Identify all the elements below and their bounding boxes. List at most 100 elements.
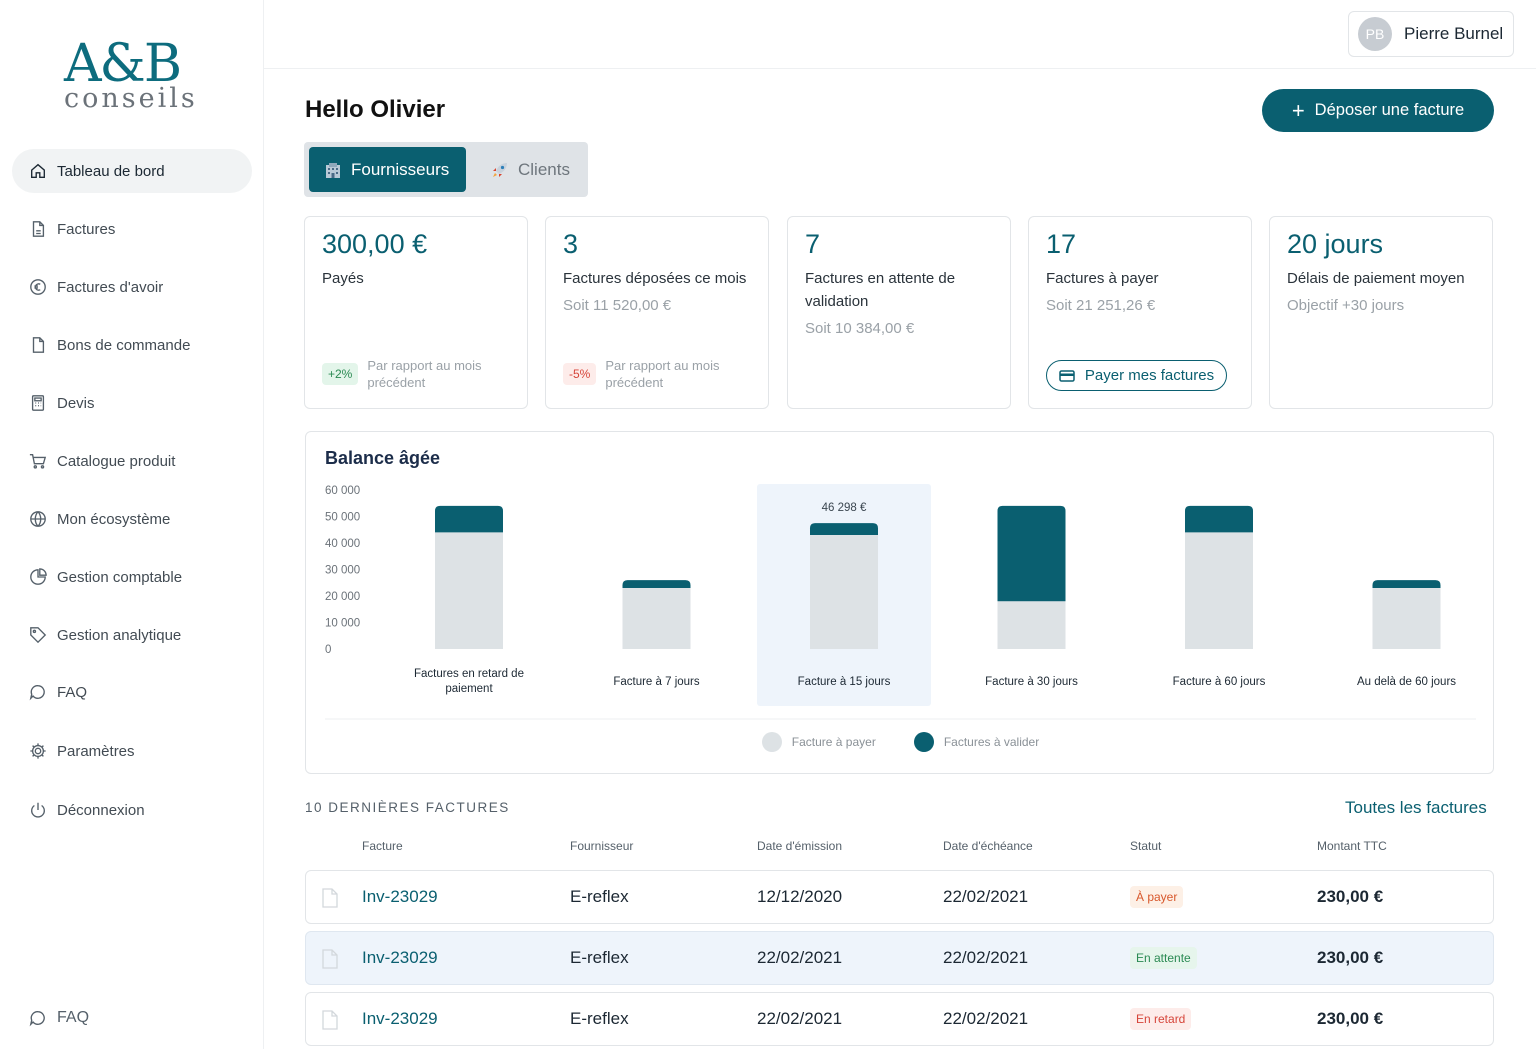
sidebar-item-faq[interactable]: FAQ: [12, 670, 252, 714]
invoice-icon: [29, 220, 47, 238]
chart-canvas: 60 000 50 000 40 000 30 000 20 000 10 000 0 Fac…: [325, 484, 1476, 720]
legend-swatch: [913, 732, 934, 752]
column-header-invoice[interactable]: Facture: [362, 839, 403, 853]
trend-badge: -5%: [563, 363, 597, 385]
supplier-name: E-reflex: [570, 1009, 629, 1028]
tab-clients[interactable]: Clients: [476, 147, 584, 192]
table-row[interactable]: Inv-23029 E-reflex 12/12/2020 22/02/2021…: [305, 870, 1494, 924]
x-category-label: Facture à 7 jours: [613, 676, 700, 688]
sidebar-item-ecosystem[interactable]: Mon écosystème: [12, 497, 252, 541]
amount: 230,00 €: [1317, 887, 1384, 906]
sidebar-item-label: FAQ: [57, 683, 88, 701]
sidebar-item-label: Tableau de bord: [57, 162, 165, 180]
kpi-sub: Soit 11 520,00 €: [563, 297, 672, 314]
bar-to-pay: [810, 535, 878, 649]
sidebar-item-catalog[interactable]: Catalogue produit: [12, 439, 252, 483]
kpi-label: Délais de paiement moyen: [1287, 270, 1465, 287]
column-header-due-date[interactable]: Date d'échéance: [943, 839, 1033, 853]
sidebar-item-credit-notes[interactable]: Factures d'avoir: [12, 265, 252, 309]
gear-icon: [29, 742, 47, 760]
sidebar-item-analytics[interactable]: Gestion analytique: [12, 613, 252, 657]
company-logo[interactable]: A&B conseils: [64, 38, 204, 112]
bar-to-validate: [810, 523, 878, 536]
rocket-icon: [490, 160, 510, 180]
upload-invoice-button[interactable]: + Déposer une facture: [1262, 89, 1494, 132]
power-icon: [29, 801, 47, 819]
pay-invoices-button[interactable]: Payer mes factures: [1046, 360, 1227, 391]
kpi-card-deposited: 3 Factures déposées ce mois Soit 11 520,…: [545, 216, 769, 409]
kpi-label: Factures déposées ce mois: [563, 270, 747, 287]
table-row[interactable]: Inv-23029 E-reflex 22/02/2021 22/02/2021…: [305, 931, 1494, 985]
kpi-label: Factures en attente de validation: [805, 270, 956, 310]
sidebar-item-quotes[interactable]: Devis: [12, 381, 252, 425]
due-date: 22/02/2021: [943, 948, 1029, 967]
kpi-trend: -5% Par rapport au mois précédent: [563, 357, 735, 391]
y-tick-label: 20 000: [325, 591, 360, 603]
sidebar-item-logout[interactable]: Déconnexion: [12, 788, 252, 832]
building-icon: [323, 160, 343, 180]
column-header-supplier[interactable]: Fournisseur: [570, 839, 634, 853]
file-icon: [322, 888, 338, 908]
issue-date: 22/02/2021: [757, 1009, 843, 1028]
issue-date: 12/12/2020: [757, 887, 843, 906]
cart-icon: [29, 452, 47, 470]
amount: 230,00 €: [1317, 948, 1384, 967]
sidebar-item-label: Déconnexion: [57, 801, 145, 819]
pie-chart-icon: [29, 568, 47, 586]
sidebar-item-label: Factures: [57, 220, 116, 238]
bar-to-pay: [622, 588, 691, 649]
x-category-label: Au delà de 60 jours: [1357, 676, 1456, 688]
column-header-issue-date[interactable]: Date d'émission: [757, 839, 842, 853]
kpi-value: 3: [563, 229, 579, 259]
y-tick-label: 60 000: [325, 485, 360, 497]
trend-text: Par rapport au mois précédent: [367, 358, 482, 390]
avatar: PB: [1358, 17, 1392, 51]
trend-badge: +2%: [322, 363, 359, 385]
bar-to-validate: [997, 505, 1066, 602]
tab-suppliers[interactable]: Fournisseurs: [309, 147, 466, 192]
tab-suppliers-label: Fournisseurs: [351, 159, 450, 179]
sidebar-item-purchase-orders[interactable]: Bons de commande: [12, 323, 252, 367]
invoice-id[interactable]: Inv-23029: [362, 887, 438, 906]
sidebar-item-label: Gestion analytique: [57, 626, 182, 644]
x-category-label: paiement: [445, 683, 493, 695]
x-category-label: Facture à 60 jours: [1173, 676, 1266, 688]
invoice-id[interactable]: Inv-23029: [362, 948, 438, 967]
kpi-card-to-pay: 17 Factures à payer Soit 21 251,26 € Pay…: [1028, 216, 1252, 409]
home-icon: [29, 162, 47, 180]
sidebar-footer-faq[interactable]: FAQ: [12, 996, 252, 1040]
status-badge: En attente: [1130, 947, 1197, 969]
due-date: 22/02/2021: [943, 887, 1029, 906]
kpi-label: Factures à payer: [1046, 270, 1159, 287]
bar-to-validate: [622, 580, 691, 589]
kpi-sub: Soit 10 384,00 €: [805, 320, 915, 337]
legend-swatch: [761, 732, 782, 752]
sidebar-item-label: Gestion comptable: [57, 568, 183, 586]
document-icon: [29, 336, 47, 354]
bar-to-validate: [1372, 580, 1441, 589]
sidebar-item-invoices[interactable]: Factures: [12, 207, 252, 251]
all-invoices-link[interactable]: Toutes les factures: [1345, 798, 1487, 817]
pay-invoices-label: Payer mes factures: [1084, 367, 1215, 384]
user-menu[interactable]: PB Pierre Burnel: [1348, 11, 1514, 57]
sidebar: A&B conseils Tableau de bord Factures Fa…: [0, 0, 264, 1049]
column-header-status[interactable]: Statut: [1130, 839, 1162, 853]
sidebar-item-accounting[interactable]: Gestion comptable: [12, 555, 252, 599]
x-category-label: Facture à 30 jours: [985, 676, 1078, 688]
kpi-value: 20 jours: [1287, 229, 1384, 259]
kpi-value: 7: [805, 229, 821, 259]
column-header-amount[interactable]: Montant TTC: [1317, 839, 1387, 853]
invoice-id[interactable]: Inv-23029: [362, 1009, 438, 1028]
legend-item-to-validate[interactable]: Factures à valider: [913, 732, 1039, 752]
kpi-card-payment-delay: 20 jours Délais de paiement moyen Object…: [1269, 216, 1493, 409]
table-row[interactable]: Inv-23029 E-reflex 22/02/2021 22/02/2021…: [305, 992, 1494, 1046]
status-badge: À payer: [1130, 886, 1184, 908]
sidebar-item-settings[interactable]: Paramètres: [12, 729, 252, 773]
upload-invoice-label: Déposer une facture: [1314, 101, 1465, 119]
legend-item-to-pay[interactable]: Facture à payer: [761, 732, 876, 752]
kpi-value: 17: [1046, 229, 1077, 259]
sidebar-item-dashboard[interactable]: Tableau de bord: [12, 149, 252, 193]
bar-to-pay: [1372, 588, 1441, 649]
bar-to-pay: [1185, 532, 1253, 649]
bar-to-validate: [435, 505, 503, 533]
